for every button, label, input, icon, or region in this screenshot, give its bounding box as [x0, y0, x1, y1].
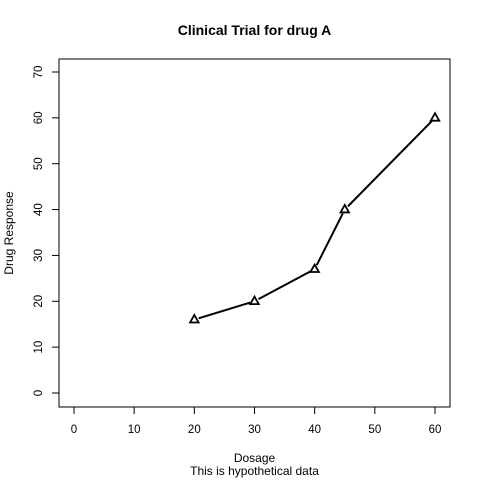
- y-tick-label: 10: [33, 341, 45, 354]
- y-tick-label: 40: [33, 203, 45, 216]
- x-tick-label: 30: [248, 424, 261, 436]
- x-tick-label: 20: [188, 424, 201, 436]
- y-tick-label: 70: [33, 66, 45, 79]
- y-tick-label: 20: [33, 295, 45, 308]
- chart-title: Clinical Trial for drug A: [178, 22, 332, 38]
- y-tick-label: 50: [33, 157, 45, 170]
- x-tick-label: 0: [71, 424, 77, 436]
- y-axis-label: Drug Response: [2, 191, 16, 275]
- x-tick-label: 50: [368, 424, 381, 436]
- x-axis-label: Dosage: [234, 451, 276, 465]
- y-tick-label: 0: [33, 390, 45, 396]
- x-tick-label: 40: [308, 424, 321, 436]
- chart-subtitle: This is hypothetical data: [190, 464, 319, 478]
- y-tick-label: 60: [33, 111, 45, 124]
- x-tick-label: 10: [128, 424, 141, 436]
- y-tick-label: 30: [33, 249, 45, 262]
- x-tick-label: 60: [429, 424, 442, 436]
